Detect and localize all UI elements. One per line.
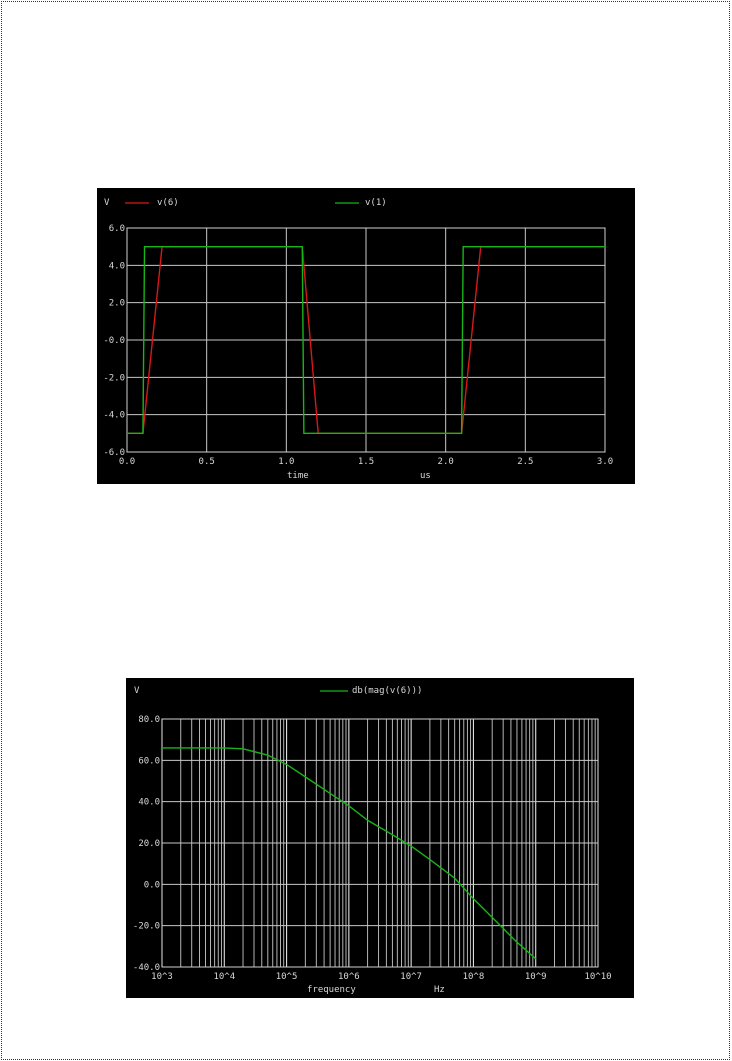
ac-x-tick-label-0: 10^3: [151, 972, 173, 982]
transient-x-unit-label: us: [420, 471, 431, 481]
transient-plot-border: [126, 227, 606, 453]
ac-series: [162, 747, 537, 960]
ac-y-tick-label-4: 0.0: [144, 880, 160, 890]
ac-y-tick-label-0: 80.0: [138, 715, 160, 725]
transient-x-tick-label-2: 1.0: [278, 457, 294, 467]
ac-y-tick-label-6: -40.0: [133, 963, 160, 973]
ac-y-tick-label-5: -20.0: [133, 922, 160, 932]
ac-y-tick-label-2: 40.0: [138, 798, 160, 808]
ac-series-line-db(mag(v(6))): [162, 747, 537, 960]
transient-legend-label-v6: v(6): [157, 198, 179, 208]
ac-chart: V db(mag(v(6))) 10^3 10^4 10^5 10^6 10^7 10^8…: [126, 678, 634, 998]
transient-y-tick-label-6: -6.0: [103, 448, 125, 458]
transient-series: [127, 245, 605, 435]
ac-y-tick-label-1: 60.0: [138, 756, 160, 766]
ac-x-tick-label-7: 10^10: [584, 972, 611, 982]
ac-x-tick-label-3: 10^6: [338, 972, 360, 982]
ac-x-tick-label-1: 10^4: [213, 972, 235, 982]
transient-legend-label-v1: v(1): [365, 198, 387, 208]
ac-x-tick-label-6: 10^9: [525, 972, 547, 982]
transient-x-tick-label-1: 0.5: [199, 457, 215, 467]
transient-x-tick-label-6: 3.0: [597, 457, 613, 467]
transient-series-line-v(6): [127, 245, 605, 435]
transient-grid: [126, 227, 606, 453]
transient-y-tick-label-3: -0.0: [103, 336, 125, 346]
ac-x-tick-label-5: 10^8: [463, 972, 485, 982]
ac-legend-label-db: db(mag(v(6))): [352, 686, 422, 696]
transient-x-axis-label: time: [287, 471, 309, 481]
transient-chart: V v(6) v(1) 0.0 0.5 1.0 1.5 2.0 2.5 3.0 6.0 4.0 2…: [97, 188, 635, 484]
ac-x-unit-label: Hz: [434, 985, 445, 995]
transient-x-tick-label-0: 0.0: [119, 457, 135, 467]
transient-y-tick-label-4: -2.0: [103, 373, 125, 383]
transient-y-tick-label-2: 2.0: [109, 299, 125, 309]
ac-plot-svg: V db(mag(v(6))) 10^3 10^4 10^5 10^6 10^7 10^8…: [133, 686, 612, 995]
transient-y-tick-label-1: 4.0: [109, 261, 125, 271]
ac-axis-labels: 10^3 10^4 10^5 10^6 10^7 10^8 10^9 10^10 80.0 60.…: [133, 715, 612, 982]
transient-y-tick-label-5: -4.0: [103, 411, 125, 421]
ac-y-tick-label-3: 20.0: [138, 839, 160, 849]
ac-y-unit-label: V: [134, 686, 140, 696]
ac-x-tick-label-4: 10^7: [400, 972, 422, 982]
transient-x-tick-label-5: 2.5: [517, 457, 533, 467]
transient-axis-labels: 0.0 0.5 1.0 1.5 2.0 2.5 3.0 6.0 4.0 2.0 -0.0 -2.0 -4…: [103, 224, 613, 467]
transient-y-unit-label: V: [104, 198, 110, 208]
ac-grid: [161, 718, 599, 968]
ac-plot-border: [161, 718, 599, 968]
transient-x-tick-label-3: 1.5: [358, 457, 374, 467]
transient-y-tick-label-0: 6.0: [109, 224, 125, 234]
transient-series-line-v(1): [127, 245, 605, 435]
transient-plot-svg: V v(6) v(1) 0.0 0.5 1.0 1.5 2.0 2.5 3.0 6.0 4.0 2…: [103, 198, 613, 481]
ac-x-tick-label-2: 10^5: [276, 972, 298, 982]
transient-x-tick-label-4: 2.0: [438, 457, 454, 467]
ac-x-axis-label: frequency: [307, 985, 356, 995]
